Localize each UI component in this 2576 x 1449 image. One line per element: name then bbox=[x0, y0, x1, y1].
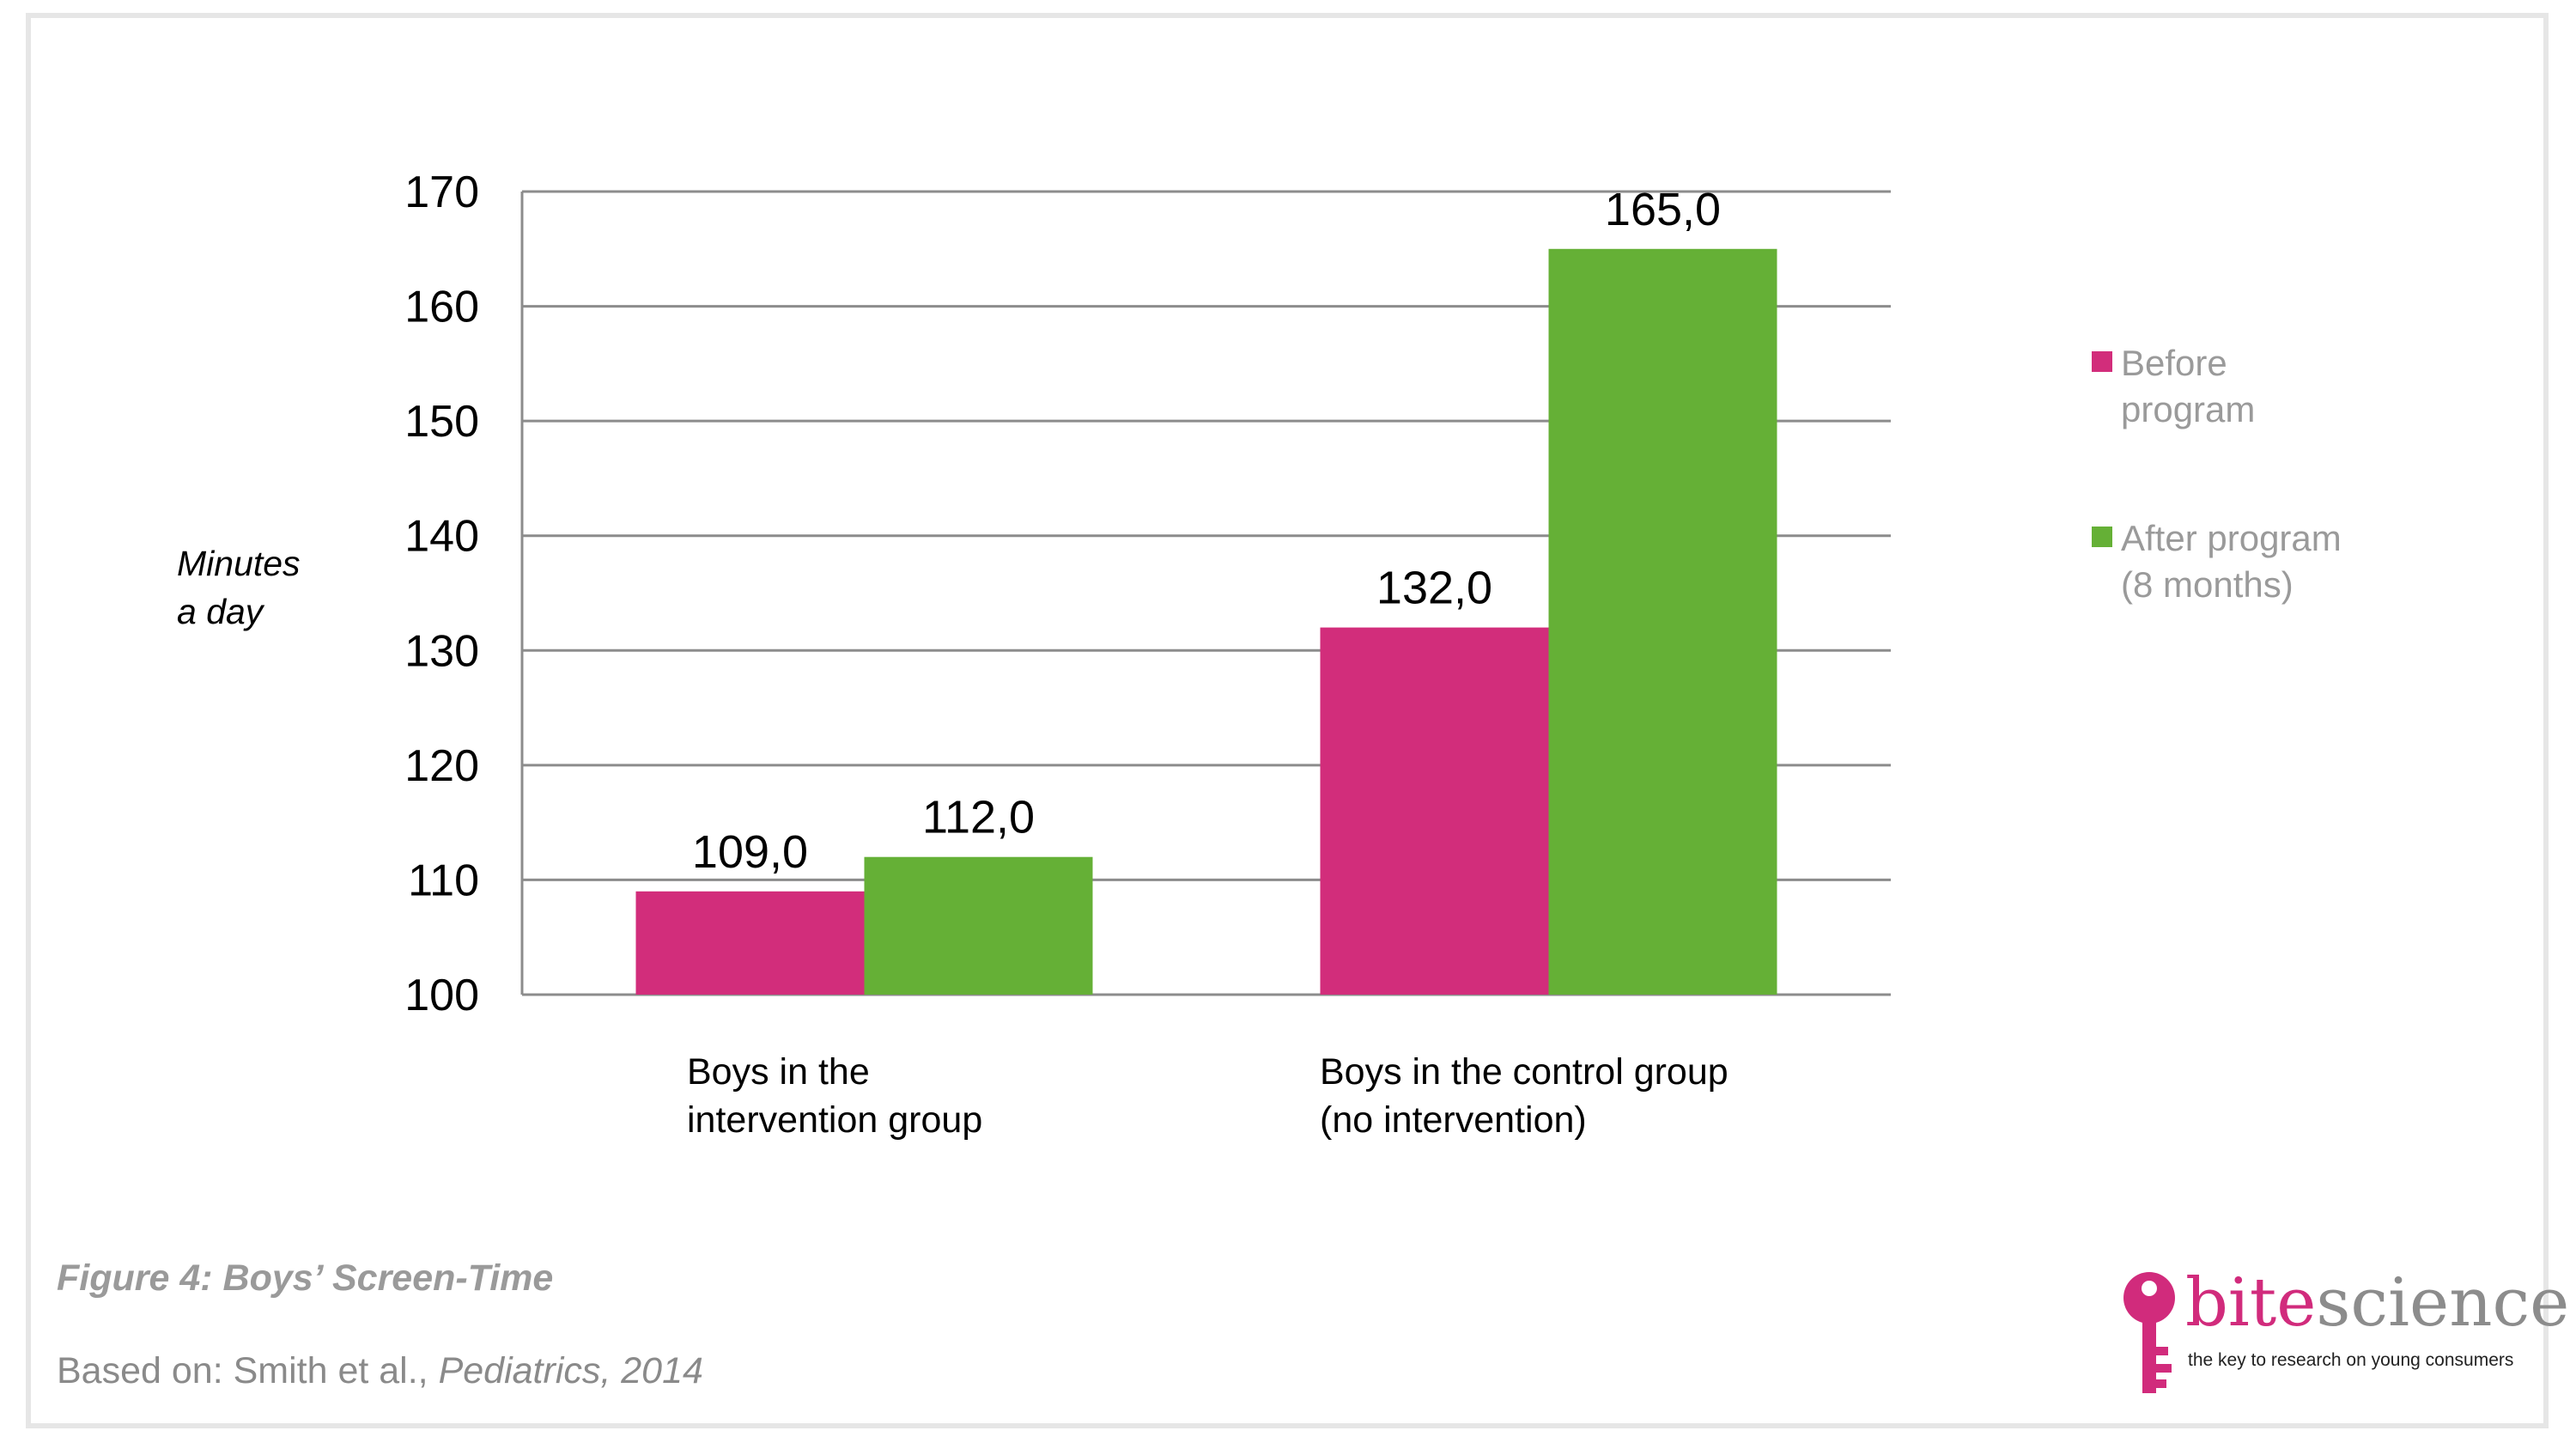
logo-tagline: the key to research on young consumers bbox=[2188, 1350, 2514, 1370]
y-axis-label: Minutes a day bbox=[177, 544, 301, 631]
y-tick-label: 100 bbox=[404, 971, 479, 1020]
source-citation: Based on: Smith et al., Pediatrics, 2014 bbox=[57, 1350, 703, 1392]
logo-word-bite: bite bbox=[2185, 1264, 2317, 1342]
y-tick-label: 130 bbox=[404, 626, 479, 676]
y-tick-label: 120 bbox=[404, 741, 479, 791]
data-label: 165,0 bbox=[1605, 184, 1721, 235]
legend-swatch-before bbox=[2092, 351, 2112, 372]
bar bbox=[1548, 248, 1777, 995]
y-tick-label: 150 bbox=[404, 397, 479, 447]
data-label: 112,0 bbox=[922, 792, 1035, 843]
category-label-intervention: Boys in the intervention group bbox=[687, 1051, 983, 1141]
category-label-control: Boys in the control group (no interventi… bbox=[1320, 1051, 1728, 1141]
source-journal: Pediatrics, 2014 bbox=[438, 1350, 703, 1391]
source-prefix: Based on: Smith et al., bbox=[57, 1350, 439, 1391]
bar bbox=[864, 856, 1093, 995]
y-tick-label: 160 bbox=[404, 283, 479, 332]
y-tick-label: 170 bbox=[404, 167, 479, 217]
y-tick-label: 110 bbox=[408, 855, 479, 905]
figure-title: Figure 4: Boys’ Screen-Time bbox=[57, 1257, 554, 1299]
data-label: 132,0 bbox=[1376, 563, 1492, 614]
bitescience-logo: bitescience the key to research on young… bbox=[2121, 1264, 2569, 1398]
logo-word-science: science bbox=[2316, 1264, 2570, 1342]
legend-label-after: After program (8 months) bbox=[2121, 518, 2342, 605]
key-icon bbox=[2123, 1272, 2175, 1393]
slide-frame bbox=[26, 13, 2549, 1428]
bar bbox=[1320, 627, 1549, 995]
legend-label-before: Before program bbox=[2121, 343, 2256, 429]
bar bbox=[635, 891, 865, 995]
logo-wordmark: bitescience bbox=[2185, 1264, 2569, 1342]
y-tick-label: 140 bbox=[404, 512, 479, 562]
data-label: 109,0 bbox=[692, 826, 808, 878]
legend-swatch-after bbox=[2092, 527, 2112, 547]
